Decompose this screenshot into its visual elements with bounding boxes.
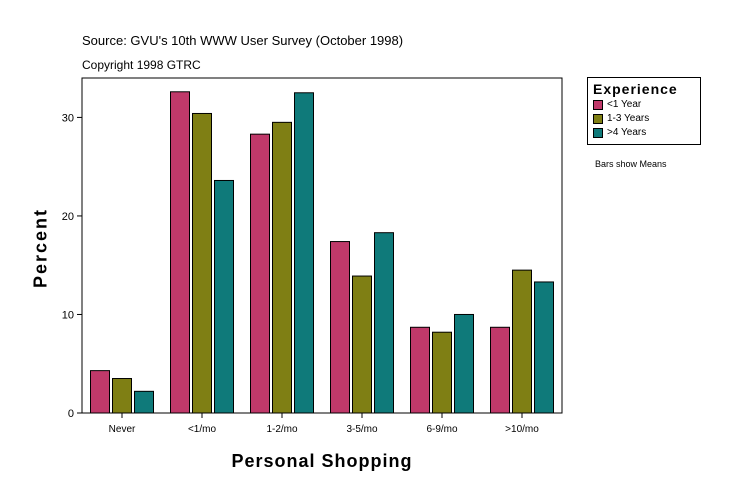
bar <box>294 92 314 414</box>
bar <box>512 269 532 414</box>
bar <box>112 378 132 414</box>
legend-title: Experience <box>593 81 678 97</box>
x-tick-label: <1/mo <box>188 424 217 435</box>
legend-label-gt4-years: >4 Years <box>607 127 647 138</box>
y-tick-label: 20 <box>62 211 74 223</box>
bar <box>410 326 430 414</box>
legend-label-1-3-years: 1-3 Years <box>607 113 650 124</box>
x-tick-label: Never <box>109 424 136 435</box>
x-tick-label: 3-5/mo <box>346 424 378 435</box>
legend-swatch-lt1-year <box>593 100 603 110</box>
y-tick-label: 30 <box>62 112 74 124</box>
legend-swatch-1-3-years <box>593 114 603 124</box>
bar <box>454 313 474 414</box>
y-axis-label: Percent <box>30 207 51 289</box>
bar <box>134 390 154 414</box>
source-text: Source: GVU's 10th WWW User Survey (Octo… <box>82 33 404 48</box>
x-tick-label: >10/mo <box>505 424 539 435</box>
y-tick-label: 10 <box>62 309 74 321</box>
bars-note: Bars show Means <box>595 159 667 169</box>
bar <box>432 331 452 414</box>
bar <box>490 326 510 414</box>
bar <box>90 370 110 414</box>
x-tick-label: 1-2/mo <box>266 424 298 435</box>
bar <box>352 275 372 414</box>
legend-label-lt1-year: <1 Year <box>607 99 642 110</box>
bar <box>330 241 350 414</box>
bar <box>534 281 554 414</box>
bar <box>192 112 212 414</box>
bar <box>374 232 394 414</box>
x-axis-label: Personal Shopping <box>231 451 413 471</box>
bar <box>170 91 190 414</box>
copyright-text: Copyright 1998 GTRC <box>82 58 201 72</box>
y-tick-label: 0 <box>68 408 74 420</box>
legend-swatch-gt4-years <box>593 128 603 138</box>
x-tick-label: 6-9/mo <box>426 424 458 435</box>
legend: Experience <1 Year 1-3 Years >4 Years <box>587 77 701 145</box>
bar <box>250 133 270 414</box>
bar <box>214 179 234 414</box>
bar <box>272 121 292 414</box>
plot-frame <box>81 77 563 414</box>
